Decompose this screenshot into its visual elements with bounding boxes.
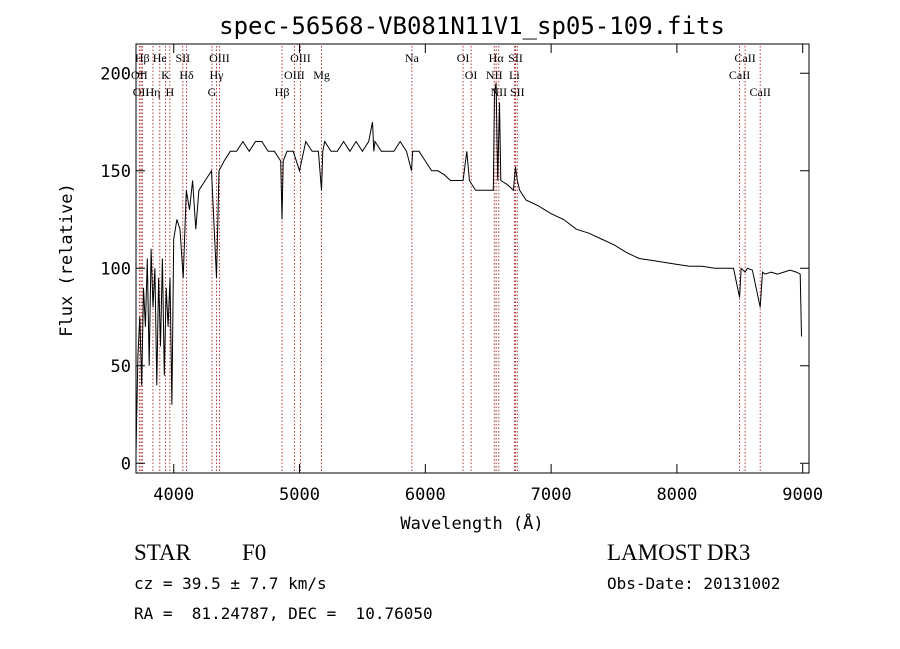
- line-marker-label: Hδ: [179, 68, 194, 82]
- line-marker-label: Hβ: [135, 51, 150, 65]
- y-tick-label: 0: [121, 454, 131, 474]
- x-tick-label: 6000: [405, 485, 446, 505]
- cz-value: cz = 39.5 ± 7.7 km/s: [134, 574, 327, 593]
- line-marker-label: H: [166, 85, 175, 99]
- line-marker-label: G: [208, 85, 217, 99]
- line-marker-label: SII: [175, 51, 190, 65]
- coordinates: RA = 81.24787, DEC = 10.76050: [134, 604, 433, 623]
- line-marker-labels: HβOIIOIIHηHeKSIIHHδOIIIHγGOIIIOIIIHβMgNa…: [131, 51, 771, 99]
- line-marker-label: OII: [133, 85, 150, 99]
- line-marker-label: Hα: [489, 51, 505, 65]
- y-tick-label: 50: [111, 357, 131, 377]
- line-marker-label: Hη: [146, 85, 161, 99]
- subclass-label: F0: [242, 540, 267, 565]
- x-axis-label: Wavelength (Å): [400, 512, 543, 534]
- line-marker-label: SII: [510, 85, 525, 99]
- line-marker-label: CaII: [750, 85, 771, 99]
- line-marker-label: OIII: [290, 51, 311, 65]
- line-marker-label: OI: [465, 68, 478, 82]
- line-marker-label: CaII: [734, 51, 755, 65]
- line-marker-label: CaII: [729, 68, 750, 82]
- spectrum-series-line: [135, 82, 802, 454]
- x-tick-label: 5000: [279, 485, 320, 505]
- line-marker-label: OIII: [209, 51, 230, 65]
- line-marker-label: OI: [457, 51, 470, 65]
- line-marker-label: Li: [509, 68, 520, 82]
- obs-date: Obs-Date: 20131002: [607, 574, 781, 593]
- line-marker-label: Hγ: [210, 68, 225, 82]
- line-marker-label: Na: [405, 51, 420, 65]
- line-marker-label: OIII: [284, 68, 305, 82]
- class-label: STAR: [134, 540, 191, 565]
- x-tick-label: 9000: [782, 485, 823, 505]
- x-tick-label: 7000: [531, 485, 572, 505]
- x-tick-label: 4000: [153, 485, 194, 505]
- line-marker-label: He: [153, 51, 167, 65]
- survey-label: LAMOST DR3: [607, 540, 751, 565]
- chart-title: spec-56568-VB081N11V1_sp05-109.fits: [219, 12, 725, 40]
- y-axis-ticks: 0 50 100 150 200: [100, 64, 809, 474]
- y-tick-label: 150: [100, 162, 131, 182]
- line-marker-label: Hβ: [275, 85, 290, 99]
- plot-frame: [135, 43, 810, 474]
- line-marker-label: SII: [508, 51, 523, 65]
- line-marker-label: NII: [486, 68, 503, 82]
- line-marker-label: OII: [131, 68, 148, 82]
- line-marker-lines: [138, 46, 761, 473]
- x-tick-label: 8000: [656, 485, 697, 505]
- line-marker-label: Mg: [313, 68, 330, 82]
- y-axis-label: Flux (relative): [57, 183, 77, 337]
- line-marker-label: NII: [490, 85, 507, 99]
- line-marker-label: K: [161, 68, 170, 82]
- y-tick-label: 200: [100, 64, 131, 84]
- x-axis-ticks: 4000 5000 6000 7000 8000 9000: [153, 44, 823, 505]
- y-tick-label: 100: [100, 259, 131, 279]
